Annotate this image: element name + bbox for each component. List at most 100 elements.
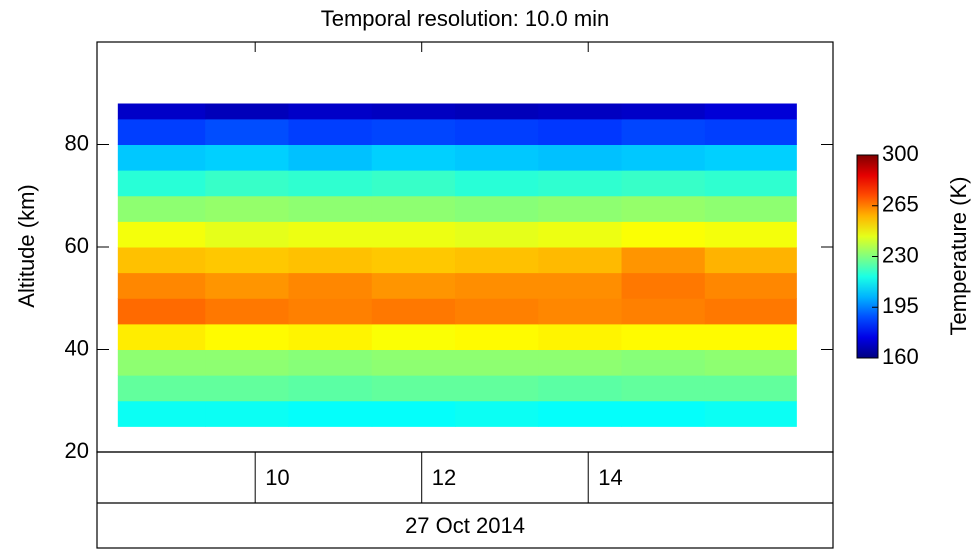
heatmap-cell bbox=[621, 323, 706, 350]
x-tick-label: 12 bbox=[432, 465, 456, 490]
heatmap-cell bbox=[704, 272, 797, 299]
heatmap-cell bbox=[117, 298, 206, 325]
x-tick-label: 10 bbox=[265, 465, 289, 490]
heatmap-cell bbox=[205, 272, 289, 299]
heatmap-cell bbox=[205, 323, 289, 350]
heatmap-cell bbox=[538, 103, 623, 120]
heatmap-cell bbox=[621, 170, 706, 197]
heatmap-cell bbox=[205, 118, 289, 145]
heatmap-cell bbox=[205, 298, 289, 325]
heatmap-cell bbox=[205, 375, 289, 402]
heatmap-cell bbox=[288, 349, 373, 376]
heatmap-cell bbox=[117, 400, 206, 427]
heatmap-cell bbox=[621, 144, 706, 171]
y-tick-label: 60 bbox=[65, 233, 89, 258]
heatmap-cell bbox=[704, 118, 797, 145]
heatmap-cell bbox=[704, 375, 797, 402]
heatmap-cell bbox=[117, 144, 206, 171]
colorbar-label: Temperature (K) bbox=[946, 177, 971, 336]
heatmap-cell bbox=[371, 400, 456, 427]
heatmap-cell bbox=[371, 349, 456, 376]
heatmap-cell bbox=[455, 195, 539, 222]
heatmap-cell bbox=[117, 375, 206, 402]
y-tick-label: 40 bbox=[65, 335, 89, 360]
heatmap-cell bbox=[704, 298, 797, 325]
heatmap-cell bbox=[621, 118, 706, 145]
heatmap-cell bbox=[704, 349, 797, 376]
heatmap-cell bbox=[371, 170, 456, 197]
heatmap bbox=[117, 103, 797, 427]
heatmap-cell bbox=[117, 118, 206, 145]
heatmap-cell bbox=[538, 272, 623, 299]
heatmap-cell bbox=[288, 323, 373, 350]
heatmap-cell bbox=[455, 323, 539, 350]
heatmap-cell bbox=[288, 195, 373, 222]
heatmap-cell bbox=[288, 170, 373, 197]
heatmap-cell bbox=[455, 400, 539, 427]
heatmap-cell bbox=[621, 272, 706, 299]
heatmap-cell bbox=[205, 144, 289, 171]
heatmap-cell bbox=[371, 375, 456, 402]
heatmap-cell bbox=[205, 349, 289, 376]
heatmap-cell bbox=[538, 144, 623, 171]
heatmap-cell bbox=[205, 221, 289, 248]
heatmap-cell bbox=[538, 349, 623, 376]
heatmap-cell bbox=[288, 247, 373, 274]
heatmap-cell bbox=[704, 195, 797, 222]
heatmap-cell bbox=[621, 349, 706, 376]
x-axis-label: 27 Oct 2014 bbox=[405, 513, 525, 538]
heatmap-cell bbox=[455, 170, 539, 197]
heatmap-cell bbox=[538, 323, 623, 350]
heatmap-cell bbox=[117, 103, 206, 120]
heatmap-cell bbox=[538, 375, 623, 402]
heatmap-cell bbox=[205, 400, 289, 427]
heatmap-cell bbox=[288, 221, 373, 248]
heatmap-cell bbox=[371, 272, 456, 299]
heatmap-cell bbox=[621, 247, 706, 274]
heatmap-cell bbox=[621, 375, 706, 402]
heatmap-cell bbox=[704, 103, 797, 120]
heatmap-cell bbox=[621, 298, 706, 325]
heatmap-cell bbox=[455, 144, 539, 171]
heatmap-cell bbox=[455, 272, 539, 299]
heatmap-cell bbox=[117, 170, 206, 197]
heatmap-cell bbox=[371, 103, 456, 120]
heatmap-cell bbox=[205, 195, 289, 222]
heatmap-cell bbox=[621, 195, 706, 222]
heatmap-cell bbox=[288, 375, 373, 402]
x-tick-label: 14 bbox=[598, 465, 622, 490]
heatmap-cell bbox=[205, 103, 289, 120]
heatmap-cell bbox=[704, 170, 797, 197]
colorbar-tick-label: 195 bbox=[882, 293, 919, 318]
heatmap-cell bbox=[288, 118, 373, 145]
time-axis-box bbox=[96, 451, 834, 549]
heatmap-cell bbox=[455, 349, 539, 376]
heatmap-cell bbox=[538, 247, 623, 274]
heatmap-cell bbox=[371, 221, 456, 248]
heatmap-cell bbox=[371, 195, 456, 222]
chart-title: Temporal resolution: 10.0 min bbox=[321, 6, 610, 31]
colorbar-tick-label: 265 bbox=[882, 192, 919, 217]
heatmap-cell bbox=[538, 170, 623, 197]
heatmap-cell bbox=[371, 118, 456, 145]
heatmap-cell bbox=[288, 400, 373, 427]
heatmap-cell bbox=[371, 144, 456, 171]
heatmap-cell bbox=[117, 272, 206, 299]
heatmap-cell bbox=[455, 103, 539, 120]
heatmap-cell bbox=[538, 400, 623, 427]
heatmap-cell bbox=[455, 118, 539, 145]
heatmap-cell bbox=[538, 221, 623, 248]
heatmap-cell bbox=[538, 195, 623, 222]
heatmap-cell bbox=[704, 221, 797, 248]
heatmap-cell bbox=[288, 144, 373, 171]
heatmap-cell bbox=[621, 400, 706, 427]
heatmap-cell bbox=[704, 400, 797, 427]
y-tick-label: 80 bbox=[65, 130, 89, 155]
heatmap-cell bbox=[704, 144, 797, 171]
heatmap-cell bbox=[288, 272, 373, 299]
heatmap-cell bbox=[621, 103, 706, 120]
y-axis-label: Altitude (km) bbox=[14, 184, 39, 307]
heatmap-cell bbox=[205, 170, 289, 197]
heatmap-cell bbox=[538, 298, 623, 325]
